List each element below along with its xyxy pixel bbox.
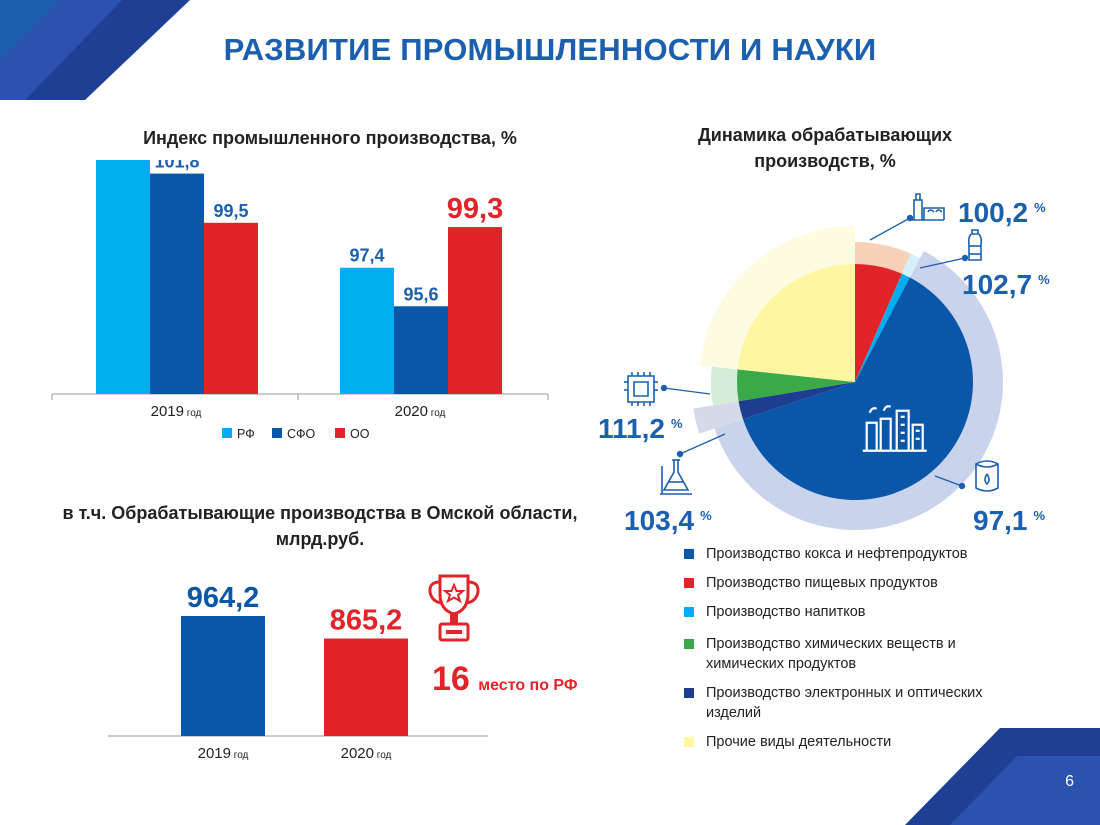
pie-value-label: 97,1%	[973, 505, 1046, 536]
bar-2019	[181, 616, 265, 736]
bar-сфо-2020	[394, 306, 448, 394]
pie-legend-swatch	[684, 607, 694, 617]
pie-legend-swatch	[684, 688, 694, 698]
x-tick-label: 2020 год	[341, 745, 392, 762]
data-label: 97,4	[349, 246, 384, 266]
callout-line	[679, 433, 726, 455]
bar-оо-2019	[204, 222, 258, 394]
pie-chart-title: Динамика обрабатывающих производств, %	[697, 125, 953, 171]
pie-value-label: 111,2%	[598, 413, 683, 444]
flask-icon	[660, 459, 692, 495]
callout-line	[663, 387, 711, 395]
food-icon	[912, 193, 945, 221]
legend-swatch-рф	[222, 428, 232, 438]
manufacturing-chart-title: в т.ч. Обрабатывающие производства в Омс…	[62, 503, 578, 549]
pie-legend-label: Производство кокса и нефтепродуктов	[706, 546, 968, 562]
legend-swatch-сфо	[272, 428, 282, 438]
callout-dot	[676, 450, 684, 458]
trophy-icon	[428, 574, 480, 642]
manufacturing-volume-chart: 964,2 2019 год 865,2 2020 год	[108, 582, 488, 762]
ranking-annotation: 16 место по РФ	[432, 660, 578, 699]
pie-slice	[855, 264, 902, 382]
data-label: 964,2	[187, 582, 260, 614]
pie-legend-swatch	[684, 737, 694, 747]
pie-legend-label: Производство напитков	[706, 604, 866, 620]
page-title: РАЗВИТИЕ ПРОМЫШЛЕННОСТИ И НАУКИ	[223, 32, 877, 67]
manufacturing-dynamics-pie: 100,2 % 102,7 % 97,1 % 111,2 % 103,4%	[598, 193, 1050, 536]
pie-legend-label: Производство пищевых продуктов	[706, 575, 938, 591]
pie-value-label: 103,4%	[624, 505, 712, 536]
bottom-right-decoration	[905, 728, 1100, 825]
microchip-icon	[624, 372, 658, 406]
pie-halo	[693, 400, 747, 434]
pie-halo	[900, 253, 921, 282]
pie-value-label: 100,2%	[958, 197, 1046, 228]
callout-dot	[906, 214, 914, 222]
page-number: 6	[1065, 773, 1074, 790]
factory-icon	[862, 405, 927, 452]
data-label: 99,3	[447, 193, 503, 225]
pie-slice	[738, 382, 855, 420]
pie-legend-swatch	[684, 639, 694, 649]
callout-dot	[958, 482, 966, 490]
data-label: 101,8	[154, 160, 199, 172]
pie-legend-label: Производство электронных и оптических из…	[706, 685, 983, 721]
pie-slice	[737, 369, 855, 402]
pie-legend-label: Производство химических веществ и химиче…	[706, 636, 956, 672]
pie-halo	[711, 366, 743, 406]
pie-slice	[737, 264, 855, 382]
legend-label: РФ	[237, 427, 255, 441]
bar-рф-2019	[96, 160, 150, 394]
ranking-place: 16	[432, 660, 470, 698]
callout-line	[919, 257, 966, 269]
x-tick-label: 2020 год	[395, 403, 446, 420]
bar-сфо-2019	[150, 173, 204, 394]
callout-dot	[961, 254, 969, 262]
x-tick-label: 2019 год	[198, 745, 249, 762]
bar-оо-2020	[448, 227, 502, 394]
legend-swatch-оо	[335, 428, 345, 438]
ranking-text: место по РФ	[478, 677, 578, 694]
bar-рф-2020	[340, 267, 394, 394]
data-label: 99,5	[213, 201, 248, 221]
oil-barrel-icon	[975, 460, 999, 492]
callout-line	[934, 475, 963, 487]
callout-dot	[660, 384, 668, 392]
data-label: 95,6	[403, 284, 438, 304]
pie-slice	[855, 273, 910, 382]
index-chart-title: Индекс промышленного производства, %	[143, 128, 517, 148]
legend-label: СФО	[287, 427, 316, 441]
pie-legend-swatch	[684, 578, 694, 588]
pie-value-label: 102,7%	[962, 269, 1050, 300]
data-label: 865,2	[330, 604, 403, 636]
top-left-decoration	[0, 0, 190, 100]
pie-legend-swatch	[684, 549, 694, 559]
pie-slice	[743, 277, 973, 500]
callout-line	[869, 217, 911, 241]
pie-legend-label: Прочие виды деятельности	[706, 734, 892, 750]
legend-label: ОО	[350, 427, 370, 441]
bar-2020	[324, 638, 408, 736]
x-tick-label: 2019 год	[151, 403, 202, 420]
bottle-icon	[967, 229, 983, 261]
